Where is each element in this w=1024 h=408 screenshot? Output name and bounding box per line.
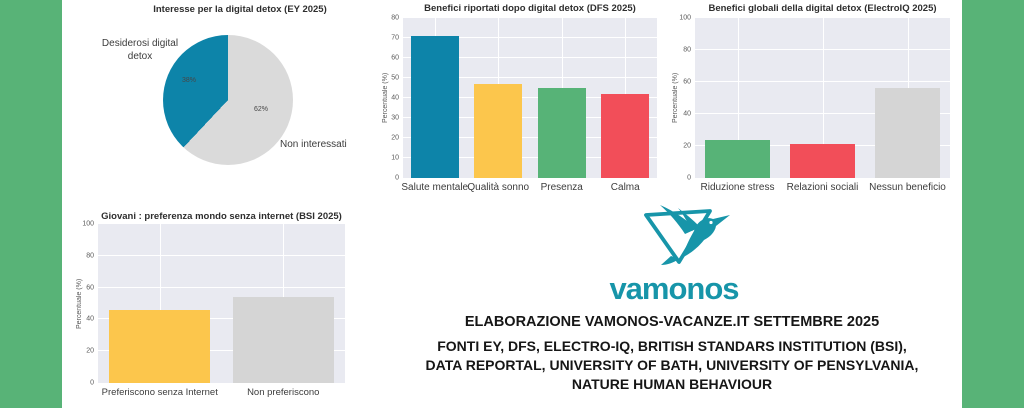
fonti-line-2: DATA REPORTAL, UNIVERSITY OF BATH, UNIVE… [425,357,919,373]
y-tick-label: 20 [391,134,399,142]
h-gridline [403,137,657,138]
bar-chart-title: Giovani : preferenza mondo senza interne… [101,211,342,222]
y-tick-label: 80 [391,14,399,22]
x-category-label: Qualità sonno [467,182,530,193]
h-gridline [403,157,657,158]
y-tick-label: 60 [683,78,691,86]
h-gridline [98,286,345,288]
h-gridline [98,254,345,256]
y-tick-label: 40 [683,110,691,118]
x-category-label: Nessun beneficio [869,182,946,193]
x-category-label: Salute mentale [401,182,469,193]
right-green-band [962,0,1024,408]
hummingbird-triangle-logo-icon [644,205,730,265]
bar-qualit-sonno [474,84,523,178]
bar-calma [601,94,650,178]
footer-attribution: ELABORAZIONE VAMONOS-VACANZE.IT SETTEMBR… [372,314,972,394]
bar-salute-mentale [410,36,459,178]
y-tick-label: 0 [90,379,94,387]
y-tick-label: 30 [391,114,399,122]
plot-area [403,18,657,178]
pie-percent-non-interessati: 62% [253,106,268,113]
y-axis-ticks: 0 10 20 30 40 50 60 70 80 [375,14,399,182]
y-axis-ticks: 0 20 40 60 80 100 [663,14,691,182]
bar-riduzione-stress [705,139,770,178]
pie-graphic [163,35,293,165]
y-tick-label: 20 [683,142,691,150]
left-green-band [0,0,62,408]
h-gridline [98,350,345,352]
bar-chart-benefici-electroiq: Benefici globali della digital detox (El… [663,0,963,200]
y-tick-label: 100 [82,220,94,228]
bar-chart-title: Benefici globali della digital detox (El… [708,3,937,14]
x-category-label: Non preferiscono [247,387,320,398]
bar-chart-benefici-dfs: Benefici riportati dopo digital detox (D… [375,0,667,200]
h-gridline [403,117,657,118]
y-tick-label: 60 [391,54,399,62]
pie-percent-desiderosi: 38% [181,77,196,84]
fonti-block: FONTI EY, DFS, ELECTRO-IQ, BRITISH STAND… [372,337,972,394]
h-gridline [98,318,345,320]
x-category-label: Relazioni sociali [786,182,859,193]
x-axis-labels: Salute mentale Qualità sonno Presenza Calma [401,182,657,196]
bar-non-preferiscono [232,297,334,383]
pie-slice-label-non-interessati: Non interessati [280,139,347,150]
bar-preferiscono-senza-internet [109,309,211,383]
y-tick-label: 0 [687,174,691,182]
plot-area [98,224,345,383]
y-tick-label: 50 [391,74,399,82]
y-tick-label: 20 [86,347,94,355]
vamonos-wordmark: vamonos [609,271,739,306]
bar-chart-title: Benefici riportati dopo digital detox (D… [424,3,636,14]
pie-slice-label-desiderosi: Desiderosi digital detox [101,38,179,62]
pie-chart-interesse: Interesse per la digital detox (EY 2025)… [75,0,395,200]
bar-chart-giovani-bsi: Giovani : preferenza mondo senza interne… [60,205,380,405]
y-tick-label: 40 [391,94,399,102]
plot-area [695,18,950,178]
fonti-line-1: FONTI EY, DFS, ELECTRO-IQ, BRITISH STAND… [437,338,907,354]
bar-presenza [537,88,586,178]
v-gridline [159,224,161,383]
v-gridline [737,18,739,178]
y-axis-ticks: 0 20 40 60 80 100 [60,220,94,387]
x-category-label: Presenza [540,182,583,193]
x-axis-labels: Riduzione stress Relazioni sociali Nessun … [695,182,950,196]
y-tick-label: 100 [679,14,691,22]
h-gridline [403,77,657,78]
bar-nessun-beneficio [875,88,940,178]
y-tick-label: 60 [86,284,94,292]
x-axis-labels: Preferiscono senza Internet Non preferisc… [98,387,345,401]
x-category-label: Calma [610,182,640,193]
pie-chart-title: Interesse per la digital detox (EY 2025) [153,4,327,15]
h-gridline [403,37,657,38]
bar-relazioni-sociali [790,144,855,178]
x-category-label: Preferiscono senza Internet [101,387,218,398]
fonti-line-3: NATURE HUMAN BEHAVIOUR [571,376,773,392]
y-tick-label: 40 [86,315,94,323]
h-gridline [403,97,657,98]
y-tick-label: 0 [395,174,399,182]
y-tick-label: 80 [683,46,691,54]
v-gridline [822,18,824,178]
y-tick-label: 80 [86,252,94,260]
h-gridline [403,57,657,58]
x-category-label: Riduzione stress [700,182,775,193]
y-tick-label: 70 [391,34,399,42]
elaborazione-line: ELABORAZIONE VAMONOS-VACANZE.IT SETTEMBR… [464,314,880,330]
y-tick-label: 10 [391,154,399,162]
